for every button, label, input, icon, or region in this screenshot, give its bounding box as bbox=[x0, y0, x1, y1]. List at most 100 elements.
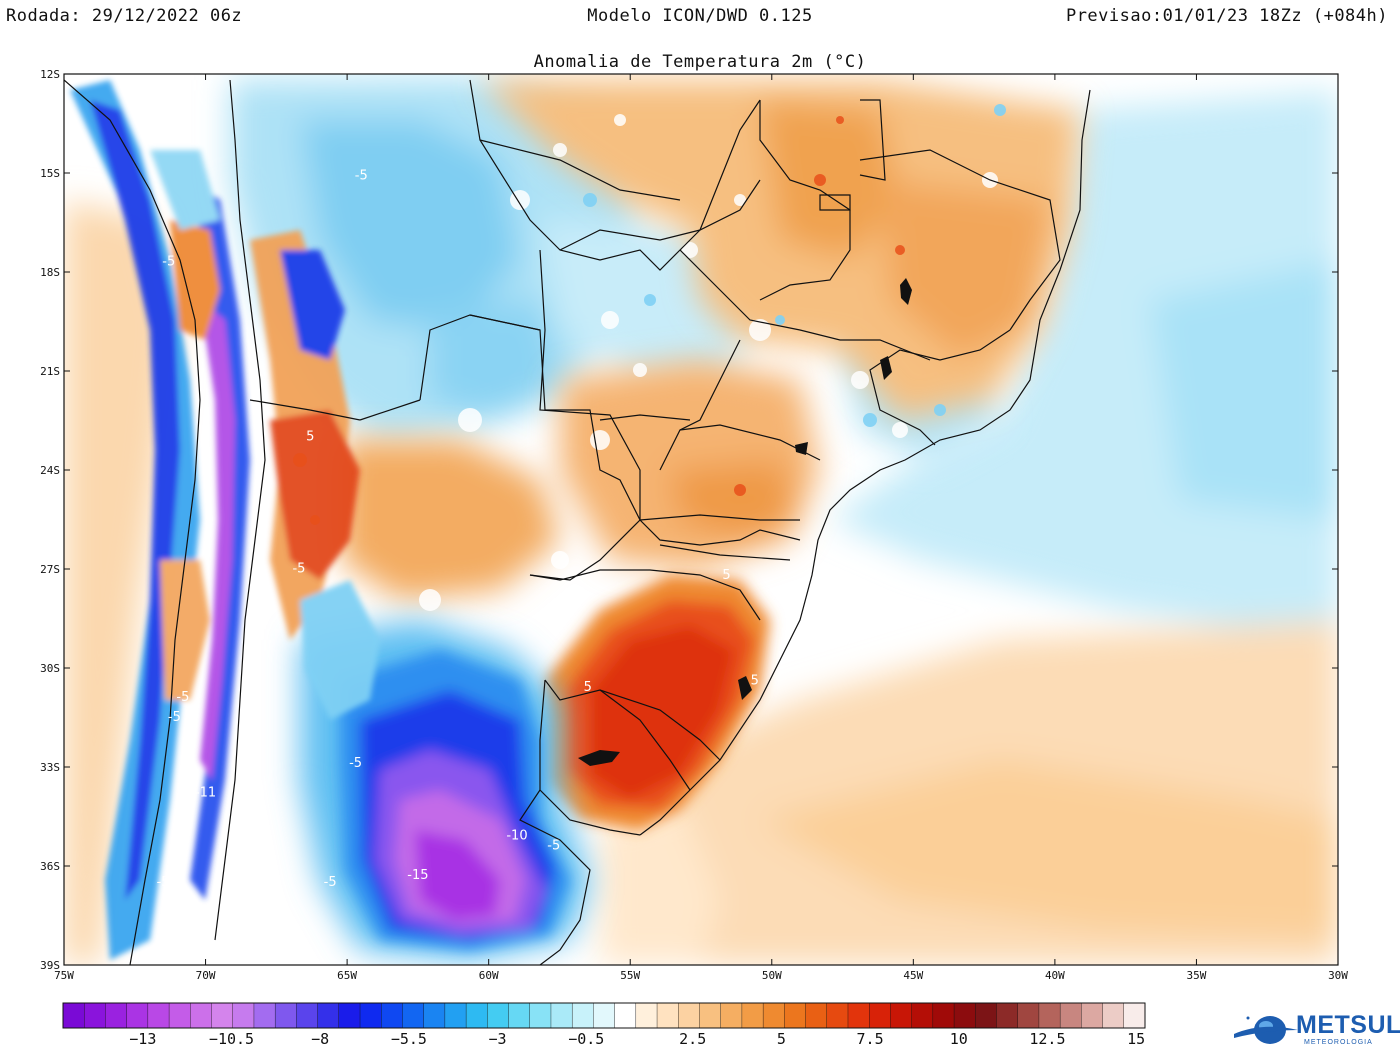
contour-label: 5 bbox=[722, 568, 730, 583]
colorbar-swatch bbox=[571, 1002, 594, 1029]
contour-label: -15 bbox=[407, 868, 428, 883]
colorbar-swatch bbox=[338, 1002, 361, 1029]
logo-tagline: METEOROLOGIA bbox=[1304, 1039, 1373, 1046]
lon-label: 75W bbox=[54, 969, 74, 982]
contour-label: -10 bbox=[506, 829, 527, 844]
map-frame bbox=[63, 73, 1339, 966]
colorbar bbox=[62, 1002, 1146, 1029]
colorbar-swatch bbox=[317, 1002, 340, 1029]
colorbar-swatch bbox=[105, 1002, 128, 1029]
colorbar-swatch bbox=[190, 1002, 213, 1029]
metsul-logo: METSUL METEOROLOGIA bbox=[1232, 1008, 1400, 1048]
colorbar-swatch bbox=[444, 1002, 467, 1029]
contour-label: -5 bbox=[157, 875, 170, 890]
colorbar-swatch bbox=[84, 1002, 106, 1029]
colorbar-swatch bbox=[784, 1002, 807, 1029]
contour-label: 5 bbox=[584, 680, 592, 695]
colorbar-swatch bbox=[699, 1002, 722, 1029]
colorbar-swatch bbox=[126, 1002, 149, 1029]
lat-label: 33S bbox=[40, 761, 60, 774]
lon-label: 30W bbox=[1328, 969, 1348, 982]
lon-label: 60W bbox=[479, 969, 499, 982]
colorbar-swatch bbox=[996, 1002, 1019, 1029]
lon-label: 40W bbox=[1045, 969, 1065, 982]
model-label: Modelo ICON/DWD 0.125 bbox=[587, 6, 813, 26]
colorbar-swatch bbox=[508, 1002, 531, 1029]
colorbar-swatch bbox=[932, 1002, 955, 1029]
contour-label: 5 bbox=[306, 429, 314, 444]
colorbar-swatch bbox=[147, 1002, 170, 1029]
colorbar-swatch bbox=[381, 1002, 403, 1029]
colorbar-label: −5.5 bbox=[391, 1030, 427, 1048]
colorbar-swatch bbox=[1017, 1002, 1040, 1029]
colorbar-swatch bbox=[1081, 1002, 1104, 1029]
colorbar-label: −3 bbox=[489, 1030, 507, 1048]
colorbar-swatch bbox=[211, 1002, 234, 1029]
colorbar-swatch bbox=[168, 1002, 191, 1029]
colorbar-swatch bbox=[1038, 1002, 1061, 1029]
colorbar-swatch bbox=[529, 1002, 552, 1029]
contour-label: 5 bbox=[751, 674, 759, 689]
colorbar-swatch bbox=[762, 1002, 785, 1029]
colorbar-swatch bbox=[465, 1002, 488, 1029]
colorbar-label: −0.5 bbox=[568, 1030, 604, 1048]
contour-label: -5 bbox=[162, 254, 175, 269]
contour-label: -5 bbox=[349, 756, 362, 771]
lat-label: 30S bbox=[40, 662, 60, 675]
run-label: Rodada: 29/12/2022 06z bbox=[6, 6, 243, 26]
colorbar-swatch bbox=[1123, 1002, 1146, 1029]
lon-label: 70W bbox=[196, 969, 216, 982]
lat-label: 15S bbox=[40, 167, 60, 180]
colorbar-swatch bbox=[975, 1002, 997, 1029]
colorbar-swatch bbox=[487, 1002, 510, 1029]
colorbar-label: 7.5 bbox=[857, 1030, 884, 1048]
lon-label: 35W bbox=[1187, 969, 1207, 982]
contour-label: -5 bbox=[292, 561, 305, 576]
lakes bbox=[578, 278, 912, 766]
colorbar-swatch bbox=[869, 1002, 891, 1029]
colorbar-swatch bbox=[614, 1002, 637, 1029]
colorbar-swatch bbox=[953, 1002, 976, 1029]
lat-label: 27S bbox=[40, 563, 60, 576]
colorbar-swatch bbox=[593, 1002, 616, 1029]
contour-label: -11 bbox=[195, 786, 216, 801]
lon-label: 65W bbox=[337, 969, 357, 982]
colorbar-label: 2.5 bbox=[679, 1030, 706, 1048]
contour-labels: -5 -5 -5 -5 -5 -5 -5 -5 -10 -15 -11 5 -5 5 5 5 bbox=[157, 169, 759, 890]
colorbar-swatch bbox=[253, 1002, 276, 1029]
anomaly-field bbox=[64, 74, 1338, 965]
lon-label: 50W bbox=[762, 969, 782, 982]
lat-label: 36S bbox=[40, 860, 60, 873]
lat-label: 18S bbox=[40, 266, 60, 279]
colorbar-swatch bbox=[1059, 1002, 1082, 1029]
colorbar-swatch bbox=[720, 1002, 743, 1029]
colorbar-frame bbox=[62, 1002, 1146, 1029]
colorbar-label: 5 bbox=[777, 1030, 786, 1048]
colorbar-swatch bbox=[678, 1002, 700, 1029]
colorbar-swatch bbox=[911, 1002, 934, 1029]
lon-label: 55W bbox=[620, 969, 640, 982]
colorbar-ticks: −13 −10.5 −8 −5.5 −3 −0.5 2.5 5 7.5 10 12.5 15 bbox=[129, 1030, 1145, 1048]
colorbar-swatch bbox=[741, 1002, 764, 1029]
contour-label: -5 bbox=[547, 839, 560, 854]
colorbar-swatch bbox=[62, 1002, 85, 1029]
contour-label: -5 bbox=[168, 710, 181, 725]
longitude-axis: 75W 70W 65W 60W 55W 50W 45W 40W 35W 30W bbox=[54, 74, 1348, 982]
colorbar-swatch bbox=[232, 1002, 255, 1029]
colorbar-swatch bbox=[847, 1002, 870, 1029]
lat-label: 39S bbox=[40, 959, 60, 972]
map-title: Anomalia de Temperatura 2m (°C) bbox=[533, 52, 867, 72]
colorbar-swatch bbox=[359, 1002, 382, 1029]
colorbar-swatch bbox=[550, 1002, 573, 1029]
colorbar-swatch bbox=[296, 1002, 319, 1029]
contour-label: -5 bbox=[324, 875, 337, 890]
colorbar-swatch bbox=[402, 1002, 425, 1029]
colorbar-label: 15 bbox=[1127, 1030, 1145, 1048]
colorbar-swatch bbox=[635, 1002, 658, 1029]
latitude-axis: 12S 15S 18S 21S 24S 27S 30S 33S 36S 39S bbox=[40, 68, 1338, 972]
colorbar-swatch bbox=[826, 1002, 849, 1029]
colorbar-swatch bbox=[1102, 1002, 1125, 1029]
contour-label: -5 bbox=[176, 690, 189, 705]
colorbar-swatch bbox=[890, 1002, 913, 1029]
